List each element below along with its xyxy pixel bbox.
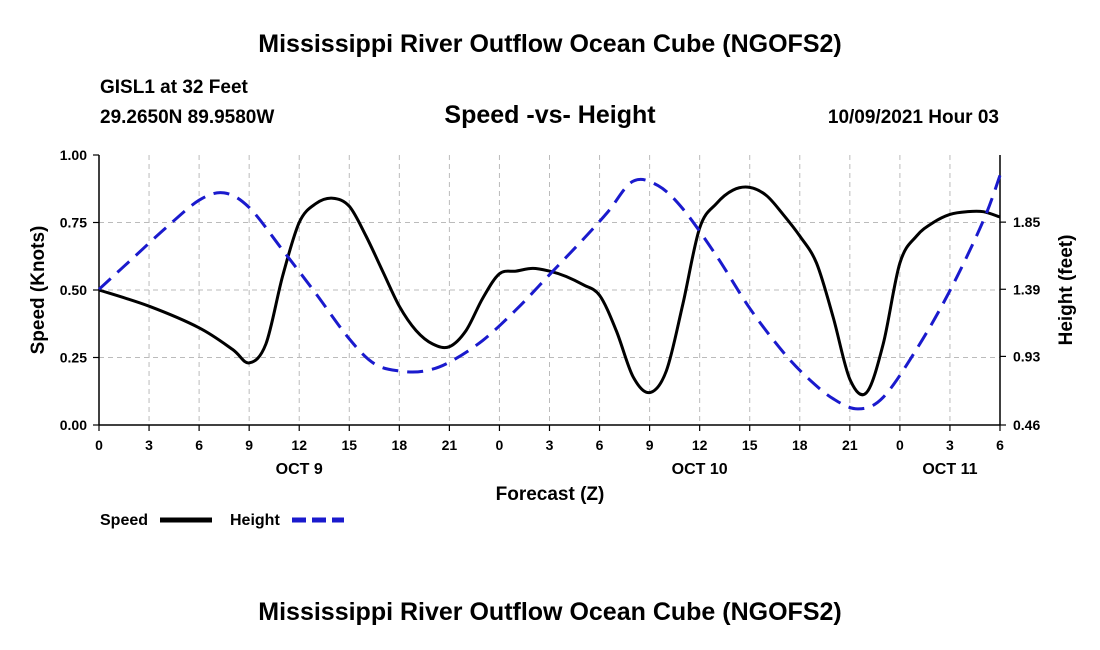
y2-tick-label: 1.85 [1013,214,1040,230]
series-lines [97,174,1002,411]
date-label: OCT 11 [922,461,977,478]
axis-labels: Forecast (Z) Speed (Knots) Height (feet) [28,226,1077,505]
legend-label-speed: Speed [100,512,148,529]
y-tick-label: 0.00 [60,417,87,433]
x-tick-label: 21 [442,437,458,453]
y-tick-label: 0.50 [60,282,87,298]
y2-tick-label: 0.46 [1013,417,1040,433]
height-series-line [97,174,1002,411]
chart-title-top: Mississippi River Outflow Ocean Cube (NG… [258,30,842,58]
x-tick-label: 0 [95,437,103,453]
x-tick-label: 18 [792,437,808,453]
legend-label-height: Height [230,512,280,529]
y2-axis-label: Height (feet) [1056,235,1077,346]
x-tick-label: 9 [245,437,253,453]
x-tick-label: 6 [596,437,604,453]
chart-title-bottom: Mississippi River Outflow Ocean Cube (NG… [258,598,842,626]
coordinates-label: 29.2650N 89.9580W [100,107,275,128]
x-tick-label: 6 [996,437,1004,453]
x-tick-label: 21 [842,437,858,453]
y-axis-label: Speed (Knots) [28,226,49,355]
y-tick-label: 0.75 [60,215,87,231]
y2-tick-label: 0.93 [1013,348,1040,364]
x-tick-label: 12 [291,437,307,453]
y-tick-label: 1.00 [60,147,87,163]
date-label: OCT 10 [672,461,728,478]
legend: Speed Height [100,512,344,529]
x-tick-label: 0 [896,437,904,453]
x-tick-label: 6 [195,437,203,453]
x-tick-label: 18 [392,437,408,453]
x-tick-label: 3 [946,437,954,453]
x-tick-label: 12 [692,437,708,453]
grid-lines [99,155,1000,425]
x-tick-label: 0 [496,437,504,453]
x-tick-label: 3 [546,437,554,453]
x-tick-label: 15 [742,437,758,453]
chart-subtitle: Speed -vs- Height [444,101,656,129]
y2-tick-label: 1.39 [1013,281,1040,297]
x-axis-label: Forecast (Z) [496,484,605,505]
x-tick-label: 15 [341,437,357,453]
datetime-label: 10/09/2021 Hour 03 [827,107,999,128]
date-label: OCT 9 [276,461,323,478]
tick-labels: 0 3 6 9 12 15 18 21 0 3 6 9 12 15 18 21 0 3 6 OCT 9 OCT 10 OC… [60,147,1041,478]
y-tick-label: 0.25 [60,350,87,366]
station-label: GISL1 at 32 Feet [100,77,248,98]
x-tick-label: 3 [145,437,153,453]
speed-series-line [98,185,1001,397]
x-tick-label: 9 [646,437,654,453]
